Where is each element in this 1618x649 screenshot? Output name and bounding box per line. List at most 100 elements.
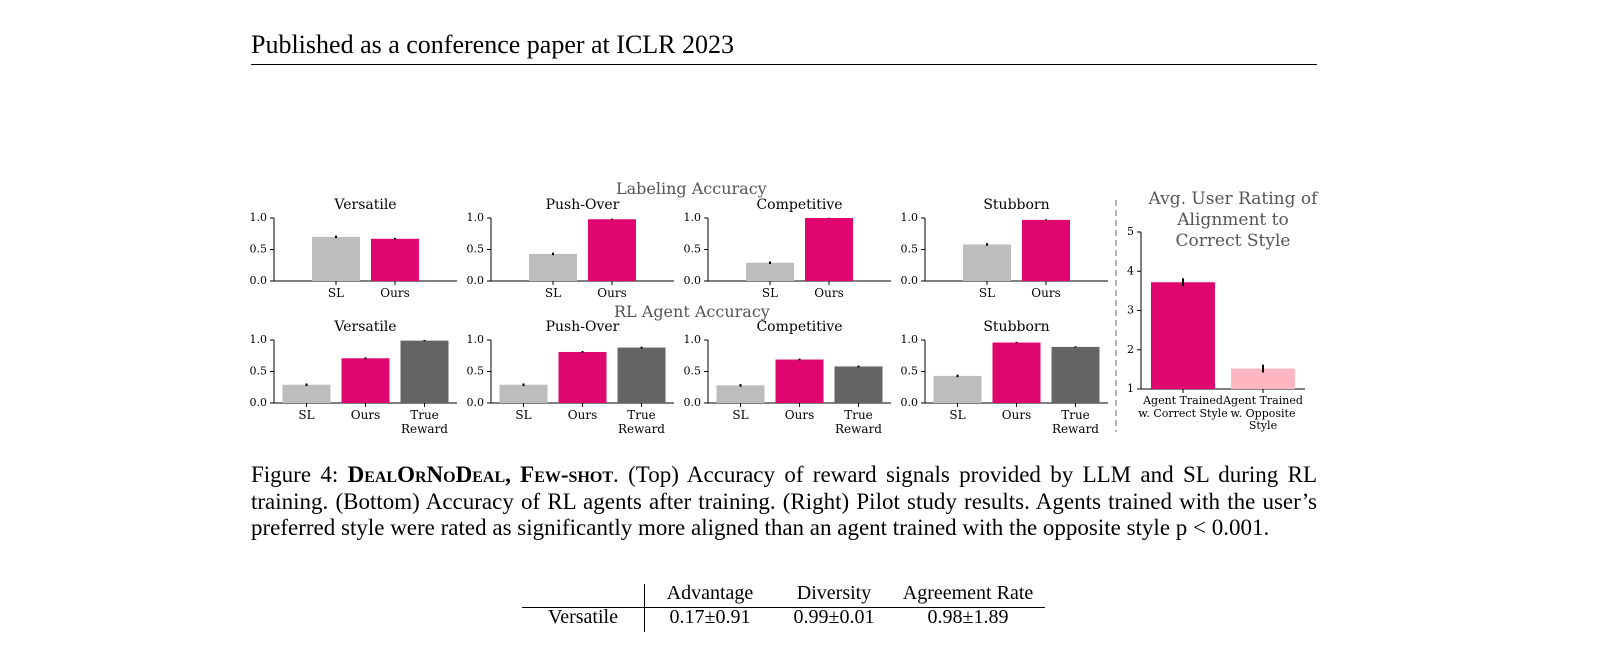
bar	[775, 359, 824, 403]
y-tick-label: 2	[1127, 343, 1134, 356]
bar	[1151, 282, 1215, 389]
bar	[341, 358, 390, 403]
chart-title: Push-Over	[546, 197, 620, 213]
table-cell: 0.17±0.91	[669, 606, 751, 628]
group-title: RL Agent Accuracy	[614, 302, 770, 321]
bar	[1022, 219, 1070, 281]
bar	[933, 375, 982, 403]
bar	[529, 253, 577, 281]
bar	[617, 347, 666, 403]
table-cell: 0.99±0.01	[793, 606, 875, 628]
y-tick-label: 0.5	[250, 365, 268, 378]
bar	[716, 385, 765, 403]
y-tick-label: 1.0	[684, 333, 702, 346]
bar	[558, 351, 607, 403]
y-tick-label: 1	[1127, 382, 1134, 395]
bar	[963, 244, 1011, 281]
y-tick-label: 0.0	[684, 274, 702, 287]
y-tick-label: 4	[1127, 264, 1134, 277]
x-tick-label: True Reward	[835, 408, 882, 436]
group-title: Labeling Accuracy	[616, 179, 767, 198]
y-tick-label: 0.0	[901, 396, 919, 409]
y-tick-label: 0.0	[467, 396, 485, 409]
caption-label: Figure 4:	[251, 462, 339, 487]
bar	[588, 219, 636, 281]
y-tick-label: 1.0	[467, 333, 485, 346]
bar	[1231, 368, 1295, 389]
chart-title: Stubborn	[983, 197, 1049, 213]
bar	[805, 218, 853, 281]
y-tick-label: 0.5	[250, 243, 268, 256]
x-tick-label: Ours	[814, 286, 844, 300]
caption-text: . (Top) Accuracy of reward signals provi…	[251, 462, 1318, 540]
bar	[1051, 346, 1100, 403]
y-tick-label: 0.5	[467, 365, 485, 378]
header: Published as a conference paper at ICLR …	[251, 30, 735, 59]
x-tick-label: True Reward	[1052, 408, 1099, 436]
x-tick-label: SL	[949, 408, 966, 422]
bar	[499, 384, 548, 403]
caption-name: DealOrNoDeal, Few-shot	[347, 462, 614, 487]
x-tick-label: Ours	[597, 286, 627, 300]
caption: Figure 4: DealOrNoDeal, Few-shot. (Top) …	[251, 462, 1317, 542]
x-tick-label: Ours	[567, 408, 598, 422]
y-tick-label: 0.5	[684, 243, 702, 256]
y-tick-label: 0.0	[250, 396, 268, 409]
chart-title: Versatile	[333, 197, 396, 213]
chart-title: Versatile	[333, 319, 396, 335]
table-header: Advantage	[666, 582, 754, 604]
bar	[282, 384, 331, 403]
x-tick-label: SL	[732, 408, 749, 422]
y-tick-label: 0.5	[684, 365, 702, 378]
y-tick-label: 0.5	[901, 365, 919, 378]
bar	[312, 236, 360, 281]
x-tick-label: SL	[327, 286, 345, 300]
table-header: Agreement Rate	[902, 582, 1034, 604]
y-tick-label: 0.0	[684, 396, 702, 409]
table-cell: Versatile	[548, 606, 618, 628]
x-tick-label: SL	[515, 408, 532, 422]
x-tick-label: SL	[544, 286, 562, 300]
x-tick-label: Ours	[1031, 286, 1061, 300]
y-tick-label: 1.0	[901, 333, 919, 346]
x-tick-label: Ours	[784, 408, 815, 422]
y-tick-label: 1.0	[250, 333, 268, 346]
bar	[992, 342, 1041, 403]
bar	[400, 340, 449, 403]
y-tick-label: 1.0	[250, 211, 268, 224]
x-tick-label: Ours	[1001, 408, 1032, 422]
chart-title: Competitive	[756, 197, 842, 213]
chart-title: Avg. User Rating of Alignment to Correct…	[1148, 189, 1318, 251]
y-tick-label: 0.5	[901, 243, 919, 256]
bar	[746, 262, 794, 281]
x-tick-label: True Reward	[401, 408, 448, 436]
table-cell: 0.98±1.89	[927, 606, 1009, 628]
x-tick-label: Ours	[380, 286, 410, 300]
x-tick-label: SL	[978, 286, 996, 300]
y-tick-label: 1.0	[684, 211, 702, 224]
chart-title: Push-Over	[546, 319, 620, 335]
bar	[371, 238, 419, 281]
table-header: Diversity	[796, 582, 872, 604]
y-tick-label: 0.0	[467, 274, 485, 287]
y-tick-label: 0.0	[250, 274, 268, 287]
x-tick-label: Ours	[350, 408, 381, 422]
y-tick-label: 5	[1127, 225, 1134, 238]
table-hrule	[522, 607, 1045, 608]
chart-title: Competitive	[756, 319, 842, 335]
x-tick-label: True Reward	[618, 408, 665, 436]
y-tick-label: 1.0	[467, 211, 485, 224]
y-tick-label: 1.0	[901, 211, 919, 224]
x-tick-label: Agent Trained w. Opposite Style	[1223, 394, 1303, 433]
y-tick-label: 0.5	[467, 243, 485, 256]
x-tick-label: SL	[761, 286, 779, 300]
x-tick-label: Agent Trained w. Correct Style	[1138, 394, 1228, 420]
y-tick-label: 0.0	[901, 274, 919, 287]
y-tick-label: 3	[1127, 304, 1134, 317]
x-tick-label: SL	[298, 408, 315, 422]
table-vrule	[644, 584, 645, 632]
header-rule	[251, 64, 1317, 65]
chart-title: Stubborn	[983, 319, 1049, 335]
